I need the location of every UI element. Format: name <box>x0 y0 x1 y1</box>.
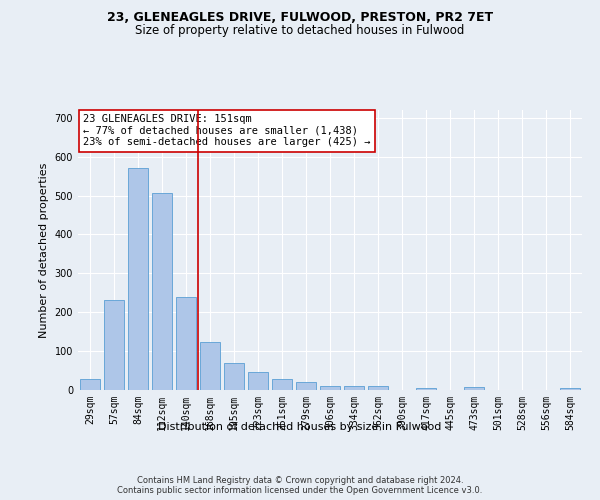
Bar <box>296 382 316 390</box>
Bar <box>416 388 436 390</box>
Bar <box>200 342 220 390</box>
Bar <box>272 379 292 390</box>
Y-axis label: Number of detached properties: Number of detached properties <box>39 162 49 338</box>
Bar <box>176 296 196 390</box>
Bar <box>248 372 268 390</box>
Bar <box>320 386 340 390</box>
Bar <box>344 386 364 390</box>
Bar <box>128 168 148 390</box>
Bar <box>104 300 124 390</box>
Text: Distribution of detached houses by size in Fulwood: Distribution of detached houses by size … <box>158 422 442 432</box>
Text: Size of property relative to detached houses in Fulwood: Size of property relative to detached ho… <box>136 24 464 37</box>
Text: 23, GLENEAGLES DRIVE, FULWOOD, PRESTON, PR2 7ET: 23, GLENEAGLES DRIVE, FULWOOD, PRESTON, … <box>107 11 493 24</box>
Bar <box>464 387 484 390</box>
Bar <box>368 386 388 390</box>
Bar <box>224 363 244 390</box>
Text: 23 GLENEAGLES DRIVE: 151sqm
← 77% of detached houses are smaller (1,438)
23% of : 23 GLENEAGLES DRIVE: 151sqm ← 77% of det… <box>83 114 371 148</box>
Text: Contains HM Land Registry data © Crown copyright and database right 2024.
Contai: Contains HM Land Registry data © Crown c… <box>118 476 482 495</box>
Bar <box>152 193 172 390</box>
Bar <box>560 388 580 390</box>
Bar <box>80 379 100 390</box>
